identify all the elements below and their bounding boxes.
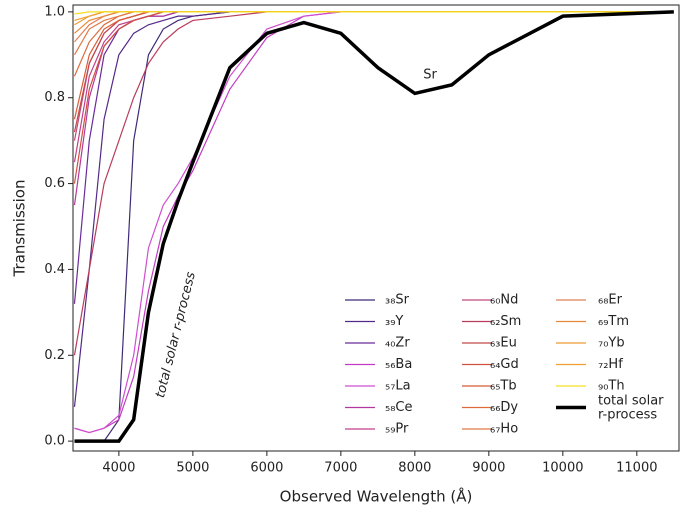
legend-label: ₅₇La [385,379,411,394]
legend-label: ₆₆Dy [490,400,518,415]
y-tick-label: 0.4 [44,262,65,277]
legend-label: total solar r-process [598,393,664,422]
legend-label: ₉₀Th [598,379,625,394]
legend-label: ₃₈Sr [385,293,410,308]
legend-label: ₆₂Sm [490,314,521,329]
annotation: total solar r-process [153,270,199,399]
x-tick-label: 4000 [102,461,135,476]
legend-label: ₆₉Tm [598,314,629,329]
x-tick-label: 6000 [250,461,283,476]
x-tick-label: 5000 [176,461,209,476]
legend-label: ₆₃Eu [490,336,517,351]
x-tick-label: 9000 [472,461,505,476]
legend-label: ₆₄Gd [490,357,519,372]
legend-label: ₄₀Zr [385,336,410,351]
x-tick-label: 10000 [542,461,583,476]
y-tick-label: 0.8 [44,90,65,105]
legend-label: ₆₀Nd [490,293,518,308]
y-axis-label: Transmission [11,180,29,278]
series-line [73,11,674,133]
x-tick-label: 8000 [398,461,431,476]
plot [73,10,674,443]
legend-label: ₅₆Ba [385,357,412,372]
axes-frame [72,4,680,452]
series-line [73,11,674,56]
annotation: Sr [423,68,437,83]
series-line [74,10,674,443]
y-tick-label: 1.0 [44,4,65,19]
legend-label: ₇₀Yb [598,336,625,351]
y-tick-label: 0.6 [44,176,65,191]
legend-label: ₅₉Pr [385,422,409,437]
legend-label: ₆₇Ho [490,422,518,437]
y-tick-label: 0.2 [44,348,65,363]
series-line [73,11,674,141]
x-axis-label: Observed Wavelength (Å) [280,487,473,506]
series-line [73,11,674,304]
legend-label: ₃₉Y [385,314,403,329]
series-line [74,11,674,15]
legend-label: ₇₂Hf [598,357,623,372]
x-tick-label: 11000 [616,461,657,476]
y-tick-label: 0.0 [44,434,65,449]
legend-label: ₆₅Tb [490,379,517,394]
series-line [73,11,674,184]
x-tick-label: 7000 [324,461,357,476]
series-line [73,11,674,163]
legend-label: ₆₈Er [598,293,623,308]
legend-label: ₅₈Ce [385,400,413,415]
